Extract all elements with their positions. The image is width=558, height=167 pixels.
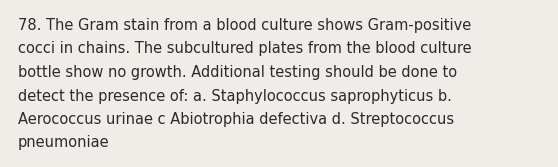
Text: detect the presence of: a. Staphylococcus saprophyticus b.: detect the presence of: a. Staphylococcu… xyxy=(18,89,452,104)
Text: pneumoniae: pneumoniae xyxy=(18,135,109,150)
Text: bottle show no growth. Additional testing should be done to: bottle show no growth. Additional testin… xyxy=(18,65,457,80)
Text: cocci in chains. The subcultured plates from the blood culture: cocci in chains. The subcultured plates … xyxy=(18,42,472,56)
Text: Aerococcus urinae c Abiotrophia defectiva d. Streptococcus: Aerococcus urinae c Abiotrophia defectiv… xyxy=(18,112,454,127)
Text: 78. The Gram stain from a blood culture shows Gram-positive: 78. The Gram stain from a blood culture … xyxy=(18,18,472,33)
